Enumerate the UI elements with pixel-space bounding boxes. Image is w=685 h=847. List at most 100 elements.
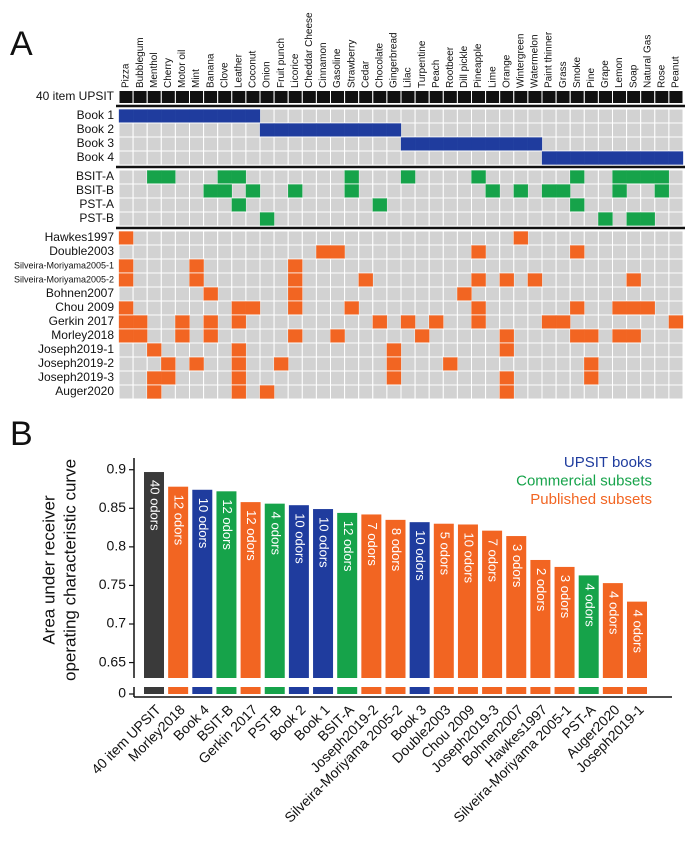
cell [245,328,261,344]
member-cell [358,123,373,137]
bar-label: 10 odors [292,513,307,564]
cell [315,230,331,246]
member-cell [499,273,514,287]
member-cell [471,315,486,329]
cell [428,258,444,274]
cell [569,356,585,372]
member-cell [217,109,232,123]
member-cell [386,371,402,385]
cell [626,197,642,213]
member-cell [654,184,670,198]
cell [428,183,444,199]
cell [485,244,501,260]
cell [259,328,275,344]
cell [118,370,134,386]
cell [527,314,543,330]
odor-label: Cinnamon [318,42,329,88]
odor-label: Soap [628,64,639,88]
cell [428,300,444,316]
bar-stub [433,687,454,694]
cell [301,197,317,213]
cell [118,384,134,400]
cell [273,314,289,330]
y-tick-label: 0.65 [99,653,126,669]
cell [273,342,289,358]
member-cell [541,151,557,165]
cell [428,342,444,358]
cell [597,258,614,274]
cell [499,300,515,316]
cell [245,356,261,372]
cell [527,169,543,185]
cell [217,314,233,330]
member-cell [344,184,359,198]
cell [386,136,402,152]
bar-stub [482,687,503,694]
member-cell [301,90,317,104]
cell [330,356,346,372]
odor-label: Grape [600,60,611,88]
cell [513,150,529,166]
bar [313,509,334,678]
cell [527,328,543,344]
cell [626,122,642,138]
odor-label: Strawberry [346,40,357,88]
member-cell [555,315,571,329]
cell [203,150,219,166]
member-cell [456,90,472,104]
cell [344,314,360,330]
cell [471,258,487,274]
cell [456,230,472,246]
cell [217,356,233,372]
cell [654,258,670,274]
cell [513,272,529,288]
cell [626,342,642,358]
cell [118,122,134,138]
member-cell [372,90,388,104]
cell [330,211,346,227]
cell [668,244,684,260]
bar [578,575,599,678]
cell [442,122,458,138]
bar-stub [578,687,599,694]
member-cell [541,90,557,104]
cell [626,370,642,386]
cell [513,211,529,227]
cell [344,328,360,344]
cell [414,272,430,288]
cell [301,370,317,386]
member-cell [118,231,134,245]
cell [315,286,331,302]
cell [428,211,444,227]
cell [358,286,374,302]
member-cell [513,90,529,104]
panel-label: B [10,415,33,453]
cell [668,108,684,124]
cell [189,370,205,386]
cell [555,356,571,372]
cell [160,258,176,274]
cell [344,108,360,124]
cell [372,384,388,400]
cell [217,197,233,213]
cell [315,328,331,344]
cell [203,230,219,246]
cell [231,211,247,227]
cell [174,384,190,400]
cell [569,314,585,330]
member-cell [668,315,684,329]
member-cell [288,329,303,343]
cell [456,108,472,124]
row-label: Book 3 [77,136,115,150]
cell [471,230,487,246]
cell [668,356,684,372]
member-cell [147,170,162,184]
cell [612,286,628,302]
odor-label: Chocolate [374,43,385,88]
member-cell [386,90,402,104]
member-cell [189,357,204,371]
legend-entry: UPSIT books [564,454,652,471]
cell [442,211,458,227]
member-cell [626,329,641,343]
cell [287,150,303,166]
